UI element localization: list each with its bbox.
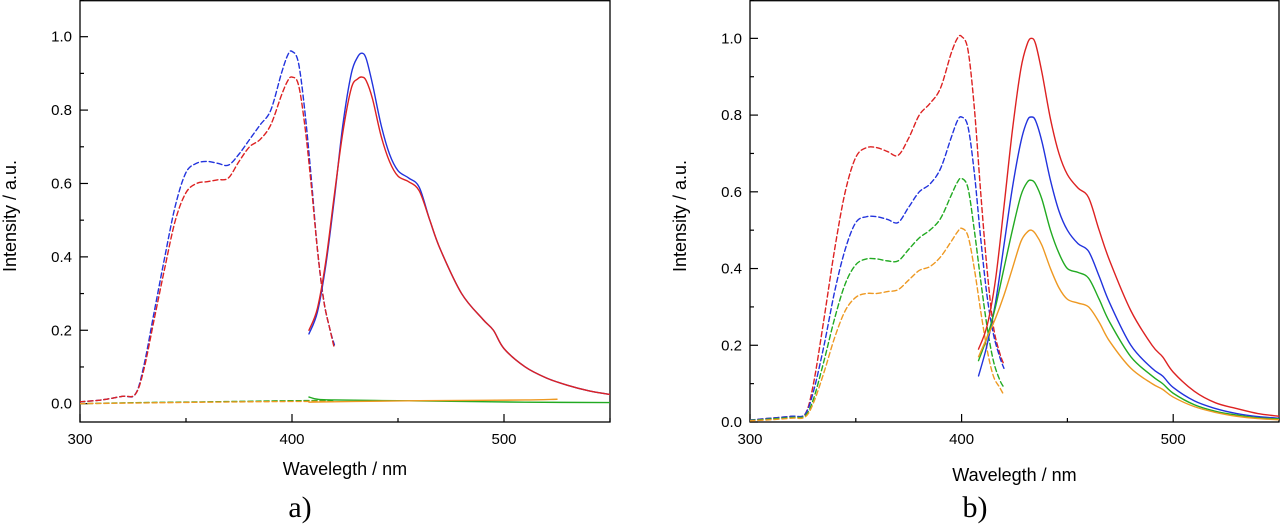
plot-frame xyxy=(749,0,1280,423)
y-tick-label: 0.6 xyxy=(721,184,742,201)
excitation-curve-1 xyxy=(750,116,1005,421)
chart-panel-b: 0.0 0.2 0.4 0.6 0.8 1.0 300 400 500 Wavelegth / n… xyxy=(670,0,1280,524)
y-tick-label: 1.0 xyxy=(51,29,72,46)
x-tick-label: 300 xyxy=(67,431,92,448)
y-tick-label: 0.2 xyxy=(51,322,72,339)
excitation-curve-3 xyxy=(750,227,1005,422)
emission-curve-2 xyxy=(308,52,610,396)
emission-curve-4 xyxy=(977,37,1279,417)
excitation-curve-1 xyxy=(80,76,336,403)
excitation-curve-5 xyxy=(80,400,336,405)
y-axis-label: Intensity / a.u. xyxy=(670,160,690,272)
y-tick-label: 0.2 xyxy=(721,337,742,354)
emission-curve-5 xyxy=(977,116,1279,419)
excitation-curve-0 xyxy=(750,34,1005,421)
plot-frame xyxy=(79,0,611,423)
x-axis-label: Wavelegth / nm xyxy=(283,459,407,479)
y-tick-label: 0.0 xyxy=(721,414,742,431)
y-tick-label: 1.0 xyxy=(721,30,742,47)
y-tick-label: 0.8 xyxy=(51,102,72,119)
excitation-curve-2 xyxy=(750,177,1005,422)
y-tick-label: 0.4 xyxy=(721,261,742,278)
y-tick-label: 0.8 xyxy=(721,107,742,124)
y-tick-label: 0.6 xyxy=(51,175,72,192)
emission-curve-6 xyxy=(977,179,1279,420)
x-tick-label: 500 xyxy=(1161,431,1186,448)
panel-label: b) xyxy=(963,491,988,524)
emission-curve-7 xyxy=(977,229,1279,421)
x-tick-label: 400 xyxy=(949,431,974,448)
series-group xyxy=(750,34,1279,422)
excitation-curve-0 xyxy=(80,50,336,403)
chart-panel-a: 0.0 0.2 0.4 0.6 0.8 1.0 300 400 500 Wavelegth / n… xyxy=(0,0,611,524)
y-tick-label: 0.4 xyxy=(51,249,72,266)
x-tick-label: 400 xyxy=(279,431,304,448)
x-axis-label: Wavelegth / nm xyxy=(952,465,1076,485)
panel-label: a) xyxy=(288,491,311,524)
x-tick-label: 300 xyxy=(737,431,762,448)
emission-curve-7 xyxy=(308,398,558,403)
y-axis-label: Intensity / a.u. xyxy=(0,160,20,272)
x-tick-label: 500 xyxy=(491,431,516,448)
emission-curve-3 xyxy=(308,76,610,396)
series-group xyxy=(80,50,610,405)
y-tick-label: 0.0 xyxy=(51,396,72,413)
